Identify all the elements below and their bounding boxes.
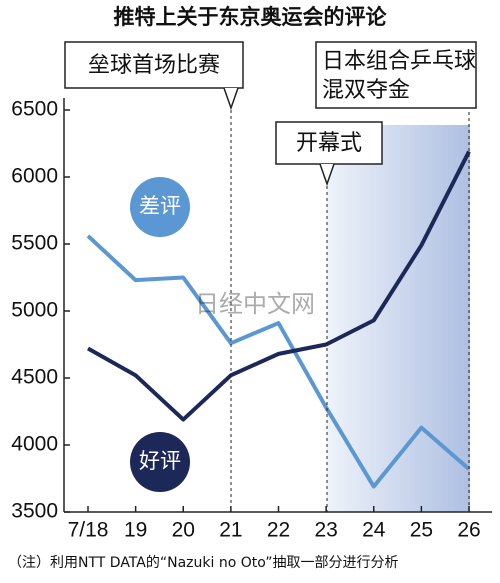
annotation-pointer xyxy=(223,87,239,111)
footnote: （注）利用NTT DATA的“Nazuki no Oto”抽取一部分进行分析 xyxy=(8,555,399,571)
annotation-box xyxy=(315,41,477,109)
x-tick-label: 21 xyxy=(219,519,242,542)
annotation: 垒球首场比赛 xyxy=(88,53,220,78)
annotation-pointer xyxy=(319,163,335,187)
y-tick-label: 3500 xyxy=(11,500,58,523)
y-tick-label: 6500 xyxy=(11,98,58,121)
x-tick-label: 24 xyxy=(362,519,386,542)
watermark: 日经中文网 xyxy=(195,290,315,318)
annotation: 混双夺金 xyxy=(322,78,410,103)
annotation-box xyxy=(64,41,244,89)
legend-label: 好评 xyxy=(139,449,181,473)
x-tick-label: 26 xyxy=(457,519,480,542)
y-tick-label: 5500 xyxy=(11,232,58,255)
x-tick-label: 25 xyxy=(410,519,433,542)
x-tick-label: 22 xyxy=(267,519,290,542)
annotation: 开幕式 xyxy=(296,131,362,156)
legend-label: 差评 xyxy=(139,194,181,218)
x-tick-label: 19 xyxy=(124,519,147,542)
x-tick-label: 23 xyxy=(314,519,337,542)
data-line xyxy=(87,150,471,422)
plot: 3500 4000 4500 5000 5500 6000 6500 7/18 19 20 21 22… xyxy=(11,98,492,542)
x-tick-label: 20 xyxy=(172,519,195,542)
annotation: 日本组合乒乓球 xyxy=(322,49,476,74)
legend-badge xyxy=(130,177,190,237)
y-tick-label: 5000 xyxy=(11,299,58,322)
annotation-box xyxy=(275,121,383,165)
y-tick-label: 4000 xyxy=(11,433,58,456)
y-tick-label: 6000 xyxy=(11,165,58,188)
legend-badge xyxy=(130,432,190,492)
chart-title: 推特上关于东京奥运会的评论 xyxy=(114,5,388,29)
y-tick-label: 4500 xyxy=(11,366,58,389)
x-tick-label: 7/18 xyxy=(68,519,109,542)
data-line xyxy=(86,234,471,489)
